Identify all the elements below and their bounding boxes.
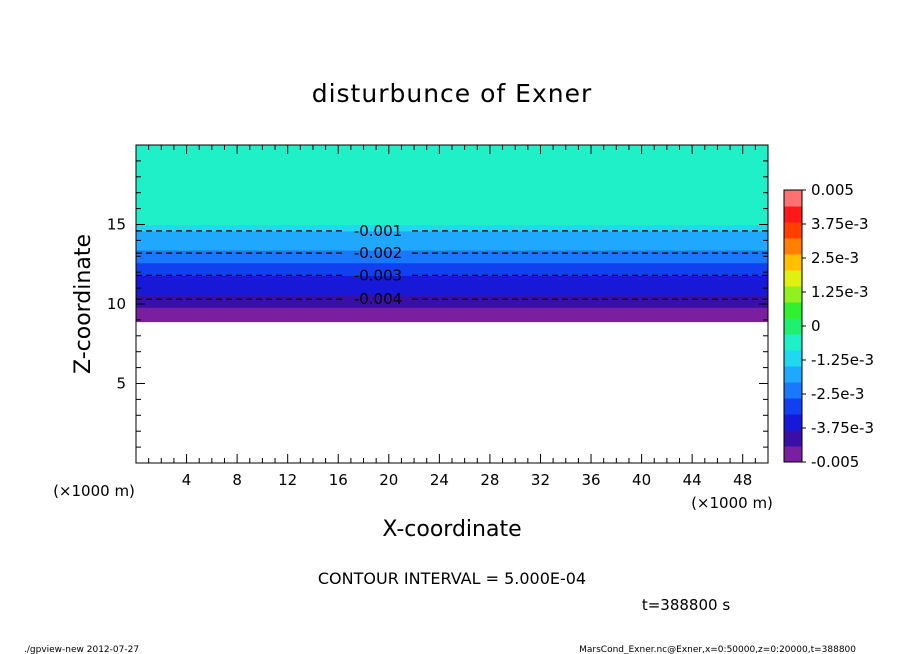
field-band: [136, 300, 768, 308]
y-tick-label: 10: [107, 295, 126, 313]
contour-label: -0.002: [354, 244, 402, 262]
colorbar-segment: [784, 318, 802, 335]
field-band: [136, 243, 768, 251]
colorbar-tick-label: 0.005: [811, 181, 854, 199]
colorbar-segment: [784, 366, 802, 383]
colorbar-tick-label: 0: [811, 317, 821, 335]
x-tick-label: 12: [278, 471, 297, 489]
colorbar-tick-label: 1.25e-3: [811, 283, 869, 301]
colorbar-segment: [784, 302, 802, 319]
field-band: [136, 275, 768, 283]
colorbar-segment: [784, 238, 802, 255]
contour-lines: -0.001 -0.002 -0.003 -0.004: [136, 222, 768, 308]
footer-right: MarsCond_Exner.nc@Exner,x=0:50000,z=0:20…: [579, 645, 856, 654]
colorbar-segment: [784, 222, 802, 239]
field-band: [136, 262, 768, 270]
contour-label: -0.001: [354, 222, 402, 240]
x-axis-label: X-coordinate: [382, 517, 521, 542]
contour-field: [136, 145, 768, 323]
field-band: [136, 145, 768, 226]
colorbar-segment: [784, 430, 802, 447]
field-band: [136, 307, 768, 315]
x-tick-label: 24: [430, 471, 449, 489]
time-label: t=388800 s: [642, 596, 730, 614]
x-tick-label: 16: [329, 471, 348, 489]
colorbar-tick-label: -0.005: [811, 453, 859, 471]
y-tick-label: 15: [107, 216, 126, 234]
colorbar-segment: [784, 190, 802, 207]
field-band: [136, 281, 768, 289]
contour-label: -0.004: [354, 290, 402, 308]
field-band: [136, 269, 768, 276]
colorbar-segment: [784, 350, 802, 367]
x-tick-label: 40: [632, 471, 651, 489]
colorbar: 0.005 3.75e-3 2.5e-3 1.25e-3 0 -1.25e-3 -2.5e-…: [783, 181, 874, 471]
footer-left: ./gpview-new 2012-07-27: [24, 645, 139, 654]
colorbar-segment: [784, 254, 802, 271]
field-band: [136, 237, 768, 245]
colorbar-segment: [784, 206, 802, 223]
colorbar-tick-label: -3.75e-3: [811, 419, 874, 437]
colorbar-tick-label: 2.5e-3: [811, 249, 859, 267]
field-band: [136, 313, 768, 321]
field-band: [136, 256, 768, 264]
x-tick-label: 28: [480, 471, 499, 489]
colorbar-segment: [784, 398, 802, 415]
y-tick-label: 5: [116, 375, 126, 393]
colorbar-segment: [784, 382, 802, 399]
x-tick-label: 8: [232, 471, 242, 489]
y-unit-label: (×1000 m): [53, 482, 135, 500]
x-tick-label: 44: [683, 471, 702, 489]
field-band: [136, 230, 768, 238]
x-tick-label: 48: [733, 471, 752, 489]
contour-interval: CONTOUR INTERVAL = 5.000E-04: [318, 569, 586, 588]
x-tick-label: 32: [531, 471, 550, 489]
x-tick-label: 20: [379, 471, 398, 489]
colorbar-segment: [784, 334, 802, 351]
colorbar-tick-label: -2.5e-3: [811, 385, 864, 403]
x-tick-label: 4: [182, 471, 192, 489]
field-band: [136, 319, 768, 323]
contour-label: -0.003: [354, 266, 402, 284]
x-tick-label: 36: [581, 471, 600, 489]
field-band: [136, 224, 768, 232]
colorbar-tick-label: 3.75e-3: [811, 215, 869, 233]
colorbar-segment: [784, 414, 802, 431]
colorbar-tick-label: -1.25e-3: [811, 351, 874, 369]
x-unit-label: (×1000 m): [691, 494, 773, 512]
colorbar-segment: [784, 286, 802, 303]
chart-title: disturbunce of Exner: [312, 79, 593, 108]
colorbar-segment: [784, 270, 802, 287]
y-axis-label: Z-coordinate: [71, 234, 96, 374]
colorbar-segment: [784, 446, 802, 463]
field-band: [136, 294, 768, 302]
field-band: [136, 288, 768, 296]
